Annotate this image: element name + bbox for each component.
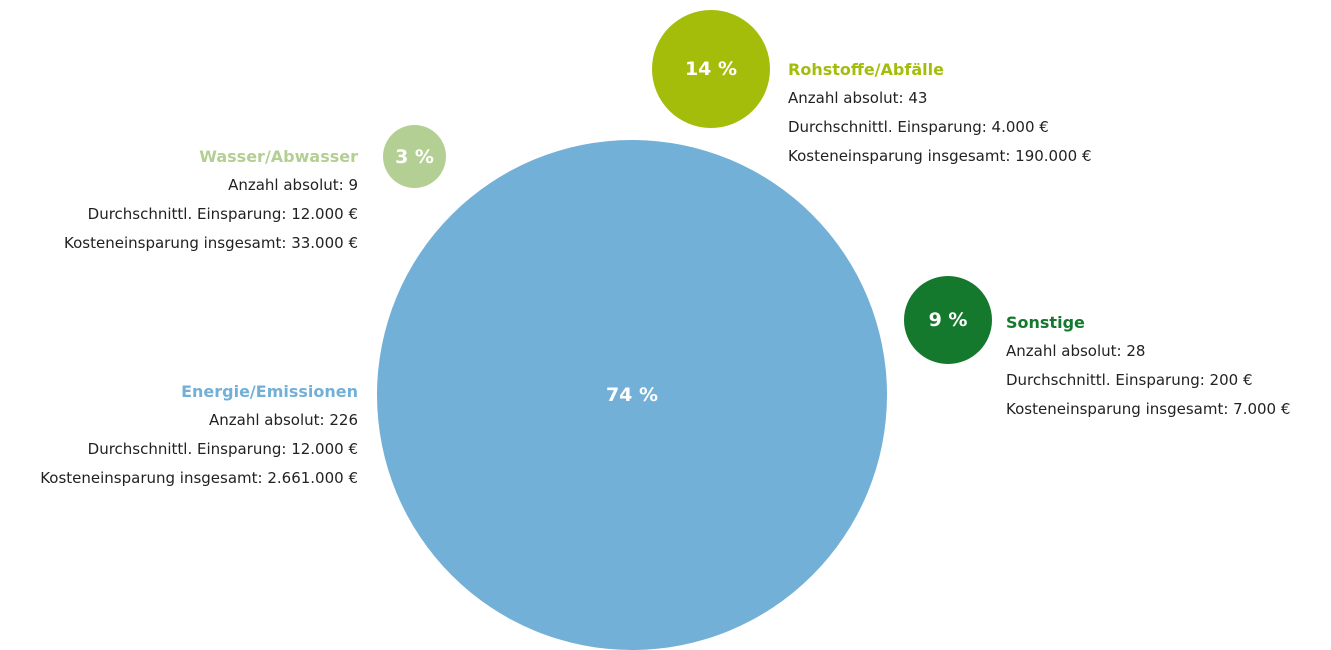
bubble-sonstige: 9 % (904, 276, 992, 364)
bubble-wasser-abwasser: 3 % (383, 125, 446, 188)
durchschnitt-rohstoffe: Durchschnittl. Einsparung: 4.000 € (788, 118, 1049, 136)
label-block-rohstoffe: Rohstoffe/Abfälle Anzahl absolut: 43 Dur… (788, 55, 1092, 171)
label-block-sonstige: Sonstige Anzahl absolut: 28 Durchschnitt… (1006, 308, 1290, 424)
gesamt-sonstige: Kosteneinsparung insgesamt: 7.000 € (1006, 400, 1291, 418)
gesamt-energie: Kosteneinsparung insgesamt: 2.661.000 € (40, 469, 358, 487)
anzahl-rohstoffe: Anzahl absolut: 43 (788, 89, 928, 107)
percent-label-rohstoffe: 14 % (684, 58, 738, 80)
category-name-wasser: Wasser/Abwasser (199, 147, 358, 166)
category-name-energie: Energie/Emissionen (181, 382, 358, 401)
durchschnitt-wasser: Durchschnittl. Einsparung: 12.000 € (87, 205, 358, 223)
label-block-energie: Energie/Emissionen Anzahl absolut: 226 D… (40, 377, 358, 493)
category-name-rohstoffe: Rohstoffe/Abfälle (788, 60, 944, 79)
anzahl-energie: Anzahl absolut: 226 (209, 411, 358, 429)
percent-label-wasser: 3 % (395, 145, 434, 168)
anzahl-sonstige: Anzahl absolut: 28 (1006, 342, 1146, 360)
category-name-sonstige: Sonstige (1006, 313, 1085, 332)
label-block-wasser: Wasser/Abwasser Anzahl absolut: 9 Durchs… (64, 142, 358, 258)
bubble-rohstoffe-abfaelle: 14 % (652, 10, 770, 128)
durchschnitt-energie: Durchschnittl. Einsparung: 12.000 € (87, 440, 358, 458)
percent-label-sonstige: 9 % (928, 309, 968, 331)
bubble-energie-emissionen: 74 % (377, 140, 887, 650)
percent-label-energie: 74 % (605, 384, 659, 406)
gesamt-wasser: Kosteneinsparung insgesamt: 33.000 € (64, 234, 358, 252)
gesamt-rohstoffe: Kosteneinsparung insgesamt: 190.000 € (788, 147, 1092, 165)
durchschnitt-sonstige: Durchschnittl. Einsparung: 200 € (1006, 371, 1253, 389)
anzahl-wasser: Anzahl absolut: 9 (228, 176, 358, 194)
